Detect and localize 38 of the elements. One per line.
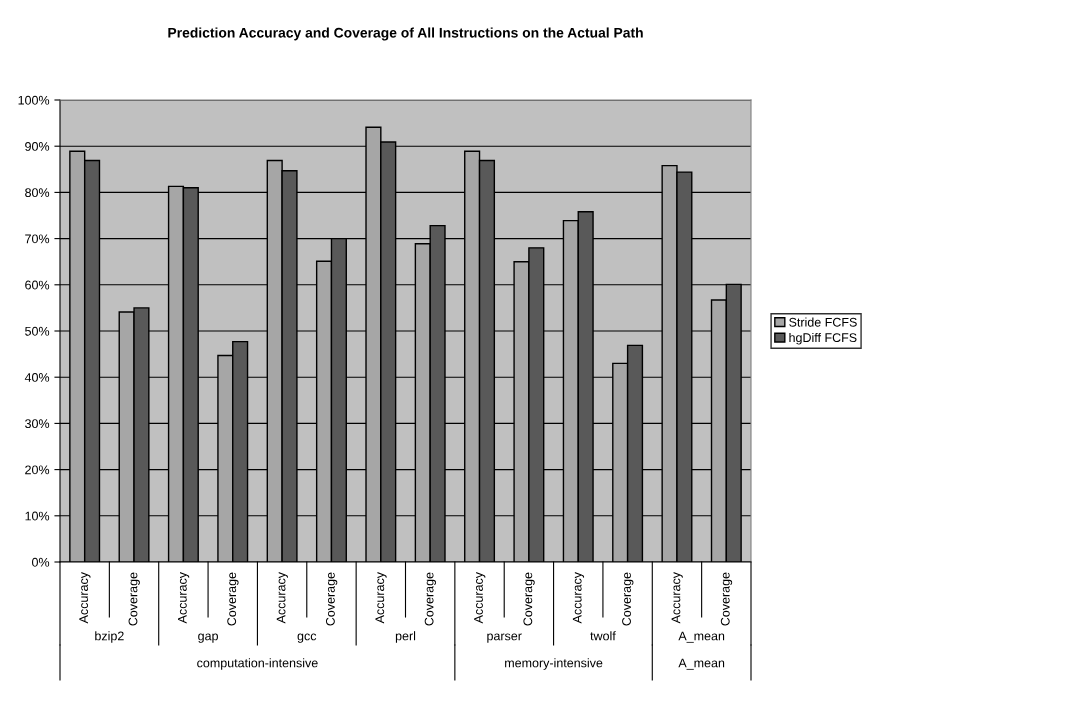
text: A_mean bbox=[678, 631, 725, 643]
text: A_mean bbox=[678, 658, 725, 670]
y-tick-label: 0% bbox=[32, 557, 50, 567]
x-tick-label: Accuracy bbox=[178, 572, 190, 624]
y-tick-label: 40% bbox=[24, 373, 50, 382]
x-tick-label: Coverage bbox=[424, 572, 436, 626]
legend-label: Stride FCFS bbox=[789, 317, 857, 327]
y-tick-label: 90% bbox=[25, 142, 50, 151]
x-tick-label: Coverage bbox=[622, 572, 634, 626]
x-tick-label: Accuracy bbox=[79, 572, 91, 624]
chart-title: Prediction Accuracy and Coverage of All Instructions on the Actual Path bbox=[168, 27, 643, 41]
y-tick-label: 50% bbox=[25, 326, 50, 336]
text: parser bbox=[487, 633, 522, 643]
text: perl bbox=[395, 631, 416, 643]
y-tick-label: 30% bbox=[25, 419, 50, 429]
y-tick-label: 10% bbox=[25, 511, 50, 521]
text: computation-intensive bbox=[197, 658, 318, 670]
legend-label: hgDiff FCFS bbox=[789, 332, 857, 345]
x-tick-label: Accuracy bbox=[375, 572, 387, 624]
y-tick-label: 70% bbox=[25, 234, 50, 244]
x-tick-label: Coverage bbox=[128, 572, 140, 626]
x-tick-label: Coverage bbox=[720, 572, 733, 626]
x-tick-label: Coverage bbox=[227, 572, 239, 626]
x-tick-label: Coverage bbox=[523, 572, 535, 626]
y-tick-label: 80% bbox=[25, 188, 50, 198]
x-tick-label: Accuracy bbox=[474, 572, 486, 624]
y-tick-label: 60% bbox=[25, 280, 50, 290]
x-tick-label: Accuracy bbox=[572, 572, 585, 624]
x-tick-label: Accuracy bbox=[671, 572, 683, 624]
text: bzip2 bbox=[95, 631, 124, 643]
text: gap bbox=[198, 633, 218, 643]
y-tick-label: 20% bbox=[25, 465, 50, 475]
x-tick-label: Coverage bbox=[325, 572, 338, 626]
x-tick-label: Accuracy bbox=[276, 572, 288, 624]
text: gcc bbox=[297, 633, 317, 643]
text: twolf bbox=[590, 631, 616, 641]
text: memory-intensive bbox=[505, 658, 603, 670]
y-tick-label: 100% bbox=[18, 95, 50, 105]
